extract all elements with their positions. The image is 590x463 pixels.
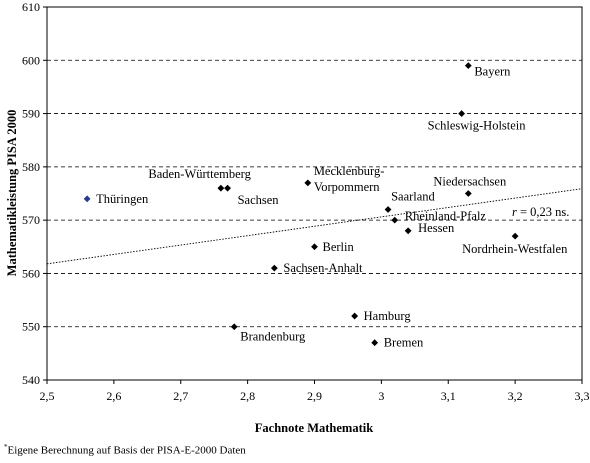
- point-label: Rheinland-Pfalz: [405, 209, 487, 223]
- trend-line: [46, 188, 583, 265]
- data-points: [83, 62, 519, 347]
- y-tick-label: 610: [22, 0, 40, 14]
- point-label: Baden-Württemberg: [148, 167, 251, 181]
- data-point: [224, 184, 231, 192]
- data-point: [230, 323, 238, 331]
- data-point: [304, 179, 312, 187]
- x-tick-label: 3,1: [441, 389, 456, 403]
- data-point: [464, 190, 472, 197]
- y-tick-label: 590: [22, 107, 40, 121]
- point-label: Thüringen: [96, 192, 149, 206]
- point-labels: Bayern Schleswig-Holstein Baden-Württember…: [96, 65, 568, 350]
- point-label: Brandenburg: [240, 330, 306, 344]
- data-point: [458, 110, 466, 117]
- x-axis-ticks: 2,5 2,6 2,7 2,8 2,9 3 3,1 3,2 3,3: [40, 380, 590, 403]
- x-tick-label: 3,3: [575, 389, 590, 403]
- y-tick-label: 540: [22, 373, 40, 387]
- x-tick-label: 2,6: [106, 389, 121, 403]
- point-label: Mecklenburg-: [314, 164, 385, 178]
- x-tick-label: 2,5: [40, 389, 55, 403]
- data-point: [351, 312, 359, 320]
- footnote: *Eigene Berechnung auf Basis der PISA-E-…: [4, 443, 246, 457]
- data-point: [371, 339, 379, 347]
- y-tick-label: 560: [22, 266, 40, 280]
- data-point: [83, 195, 91, 203]
- point-label: Bremen: [384, 336, 424, 350]
- data-point: [270, 264, 278, 272]
- point-label: Sachsen-Anhalt: [283, 261, 363, 275]
- grid-lines: [47, 59, 582, 328]
- data-point: [404, 227, 412, 235]
- y-tick-label: 580: [22, 160, 40, 174]
- y-axis-ticks: 540 550 560 570 580 590 600 610: [22, 0, 47, 387]
- x-tick-label: 2,8: [240, 389, 255, 403]
- y-tick-label: 550: [22, 320, 40, 334]
- data-point: [511, 232, 519, 240]
- y-tick-label: 600: [22, 53, 40, 67]
- point-label: Vorpommern: [314, 180, 380, 194]
- correlation-annotation: r = 0,23 ns.: [512, 205, 569, 219]
- data-point: [384, 206, 392, 213]
- data-point: [311, 243, 318, 251]
- x-tick-label: 3,2: [508, 389, 523, 403]
- point-label: Saarland: [391, 189, 435, 203]
- scatter-chart: 540 550 560 570 580 590 600 610 2,5 2,6 2,7 2,8 2,9…: [5, 0, 590, 435]
- point-label: Berlin: [323, 240, 355, 254]
- data-point: [391, 216, 399, 224]
- point-label: Hamburg: [364, 309, 412, 323]
- x-tick-label: 2,9: [307, 389, 322, 403]
- point-label: Nordrhein-Westfalen: [462, 242, 568, 256]
- y-tick-label: 570: [22, 213, 40, 227]
- x-tick-label: 2,7: [173, 389, 188, 403]
- x-tick-label: 3: [378, 389, 384, 403]
- x-axis-title: Fachnote Mathematik: [255, 421, 373, 435]
- footnote-text: Eigene Berechnung auf Basis der PISA-E-2…: [7, 444, 246, 457]
- point-label: Sachsen: [238, 193, 280, 207]
- point-label: Bayern: [474, 65, 511, 79]
- data-point: [464, 62, 472, 70]
- point-label: Schleswig-Holstein: [428, 119, 527, 133]
- data-point: [217, 184, 225, 192]
- point-label: Niedersachsen: [433, 175, 507, 189]
- footnote-mark: *: [4, 443, 8, 451]
- point-label: Hessen: [418, 221, 455, 235]
- y-axis-title: Mathematikleistung PISA 2000: [5, 110, 19, 277]
